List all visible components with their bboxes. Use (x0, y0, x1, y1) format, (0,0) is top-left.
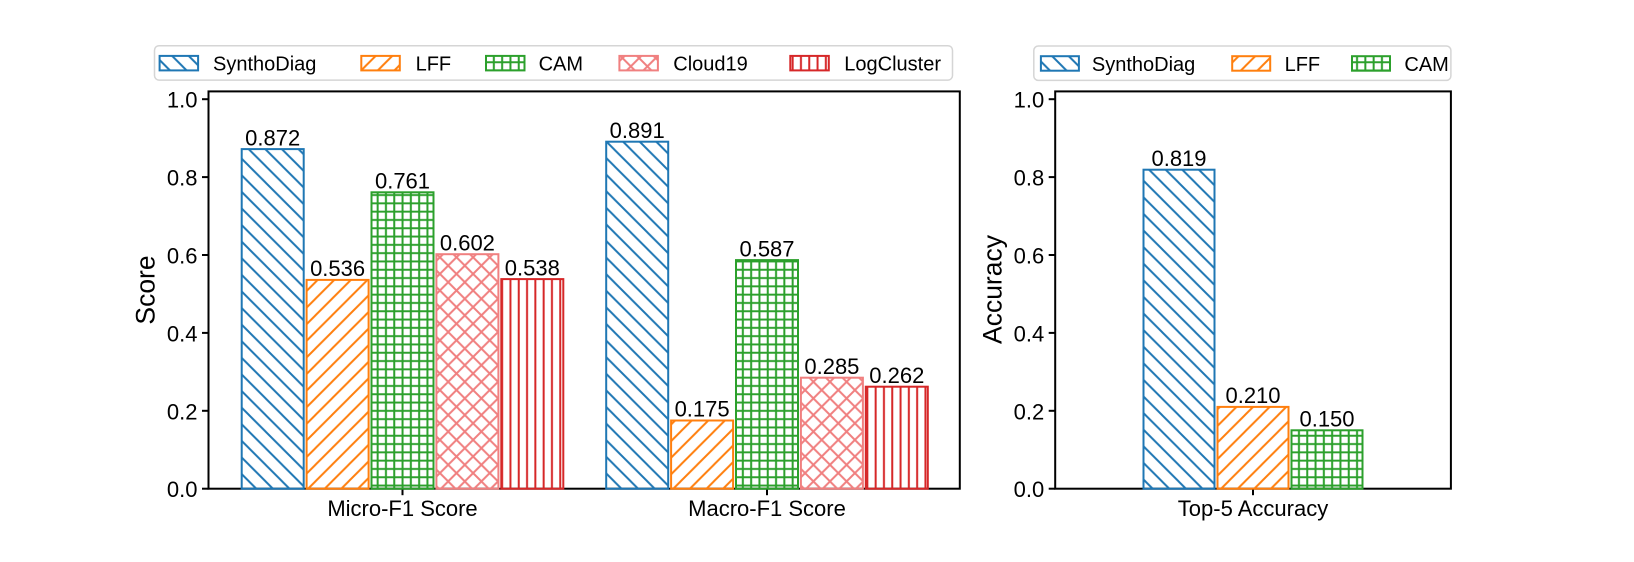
svg-text:0.210: 0.210 (1225, 383, 1280, 408)
svg-text:0.262: 0.262 (869, 363, 924, 388)
svg-text:0.0: 0.0 (1014, 477, 1045, 502)
svg-text:Cloud19: Cloud19 (673, 54, 748, 76)
svg-text:0.538: 0.538 (505, 255, 560, 280)
svg-text:0.4: 0.4 (167, 321, 198, 346)
svg-text:Accuracy: Accuracy (978, 234, 1008, 344)
svg-text:0.2: 0.2 (167, 399, 198, 424)
svg-text:0.819: 0.819 (1151, 146, 1206, 171)
svg-text:LFF: LFF (416, 54, 452, 76)
svg-text:0.891: 0.891 (610, 118, 665, 143)
svg-text:0.175: 0.175 (675, 397, 730, 422)
svg-text:CAM: CAM (1404, 54, 1448, 76)
svg-text:0.761: 0.761 (375, 169, 430, 194)
svg-text:0.8: 0.8 (167, 166, 198, 191)
svg-text:0.6: 0.6 (167, 244, 198, 269)
svg-text:0.0: 0.0 (167, 477, 198, 502)
svg-text:Macro-F1 Score: Macro-F1 Score (688, 496, 846, 521)
svg-text:1.0: 1.0 (167, 88, 198, 113)
svg-text:SynthoDiag: SynthoDiag (213, 54, 316, 76)
svg-text:0.6: 0.6 (1014, 244, 1045, 269)
svg-text:LFF: LFF (1285, 54, 1321, 76)
svg-text:0.587: 0.587 (739, 236, 794, 261)
svg-text:1.0: 1.0 (1014, 88, 1045, 113)
svg-text:CAM: CAM (539, 54, 583, 76)
svg-text:0.536: 0.536 (310, 256, 365, 281)
svg-text:0.150: 0.150 (1299, 407, 1354, 432)
svg-text:Score: Score (131, 255, 161, 324)
svg-text:0.4: 0.4 (1014, 321, 1045, 346)
svg-text:SynthoDiag: SynthoDiag (1092, 54, 1195, 76)
svg-text:0.602: 0.602 (440, 230, 495, 255)
svg-text:LogCluster: LogCluster (844, 54, 941, 76)
svg-text:0.8: 0.8 (1014, 166, 1045, 191)
svg-text:Micro-F1 Score: Micro-F1 Score (327, 496, 477, 521)
svg-text:Top-5 Accuracy: Top-5 Accuracy (1178, 496, 1328, 521)
svg-text:0.285: 0.285 (804, 354, 859, 379)
svg-text:0.872: 0.872 (245, 125, 300, 150)
svg-text:0.2: 0.2 (1014, 399, 1045, 424)
